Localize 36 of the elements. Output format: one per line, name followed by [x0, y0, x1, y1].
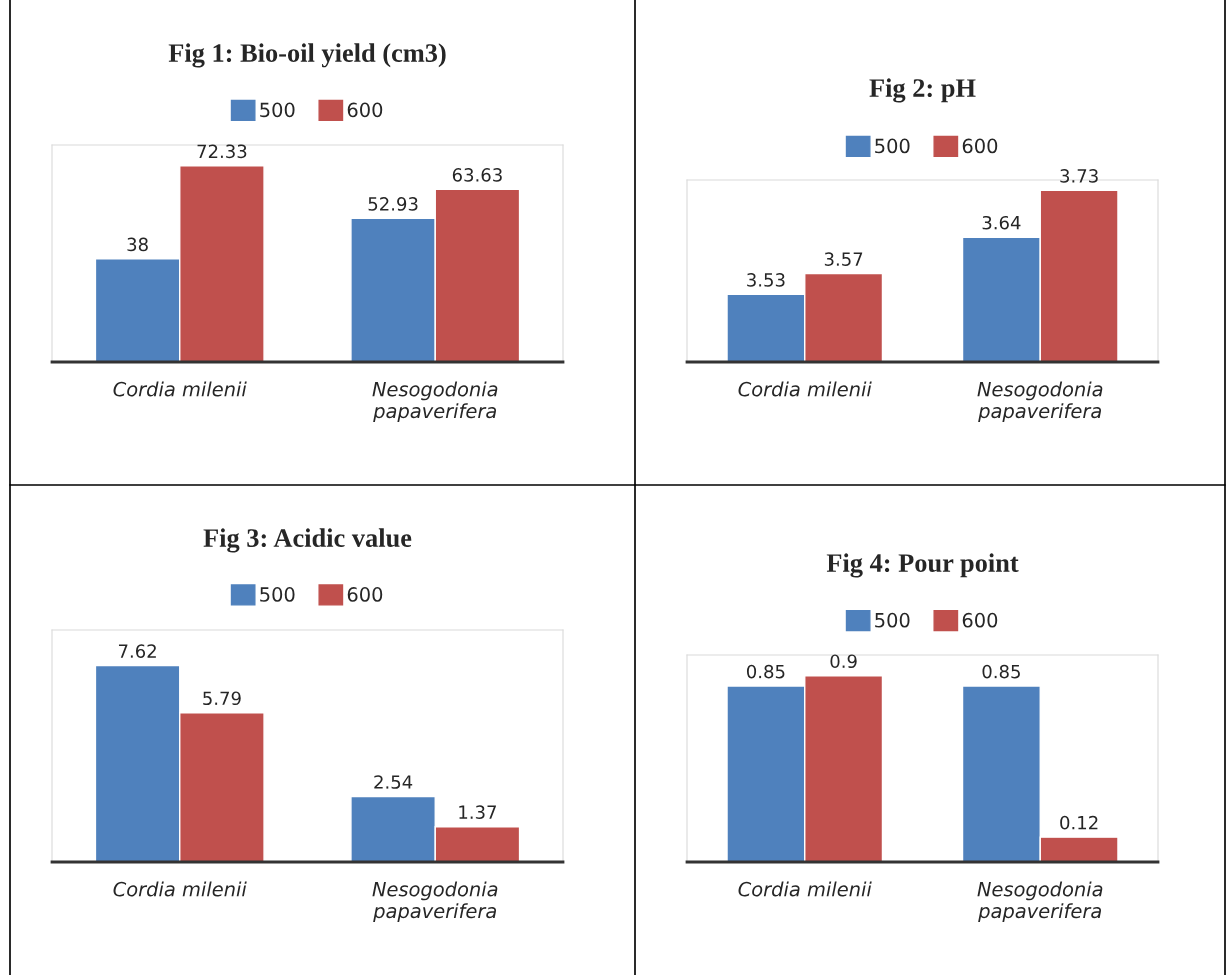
data-label: 1.37 — [459, 805, 496, 820]
x-tick-label: Cordia milenii — [113, 881, 247, 897]
chart-title: Fig 1: Bio-oil yield (cm3) — [168, 43, 446, 68]
legend-label: 500 — [260, 587, 295, 602]
legend-label: 500 — [875, 138, 910, 154]
chart-title: Fig 4: Pour point — [826, 553, 1019, 578]
legend-label: 600 — [962, 138, 998, 154]
legend-label: 500 — [875, 612, 910, 628]
data-label: 3.57 — [824, 252, 863, 266]
data-label: 5.79 — [203, 691, 241, 706]
x-tick-label: Cordia milenii — [113, 381, 247, 397]
data-label: 3.53 — [747, 273, 785, 287]
x-tick-label: Nesogodonia papaverifera — [372, 881, 498, 923]
data-label: 3.64 — [982, 215, 1021, 230]
x-tick-label: Nesogodonia papaverifera — [372, 381, 498, 423]
data-label: 2.54 — [374, 775, 413, 789]
x-tick-label: Nesogodonia papaverifera — [977, 381, 1103, 423]
legend-label: 600 — [347, 102, 383, 118]
data-label: 0.12 — [1060, 815, 1098, 830]
legend-label: 500 — [260, 102, 295, 118]
chart-title: Fig 3: Acidic value — [203, 528, 412, 553]
data-label: 0.85 — [982, 664, 1020, 679]
legend-label: 600 — [347, 587, 383, 602]
data-label: 52.93 — [368, 197, 418, 211]
x-tick-label: Nesogodonia papaverifera — [977, 881, 1103, 923]
chart-title: Fig 2: pH — [869, 78, 976, 103]
data-label: 63.63 — [452, 168, 502, 182]
data-label: 0.85 — [746, 664, 785, 679]
x-tick-label: Cordia milenii — [738, 381, 872, 397]
data-label: 38 — [127, 237, 148, 252]
data-label: 3.73 — [1060, 169, 1098, 183]
data-label: 72.33 — [197, 144, 247, 159]
x-tick-label: Cordia milenii — [738, 881, 872, 897]
data-label: 7.62 — [118, 644, 156, 658]
legend-label: 600 — [962, 612, 998, 628]
data-label: 0.9 — [830, 654, 857, 669]
